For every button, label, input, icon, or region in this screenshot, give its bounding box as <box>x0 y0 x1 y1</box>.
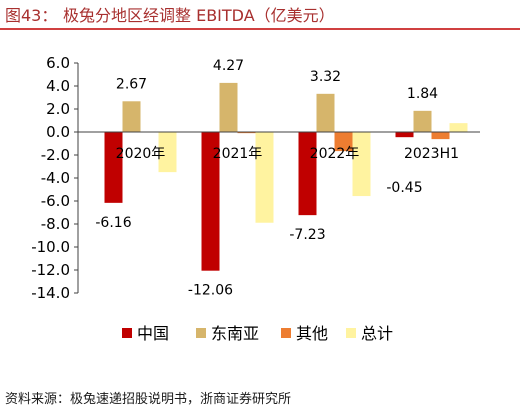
legend-item-total: 总计 <box>346 324 393 343</box>
y-tick-label: -14.0 <box>31 284 70 302</box>
y-tick-label: 4.0 <box>46 77 70 95</box>
data-label-china-4: -0.45 <box>386 180 422 196</box>
bar-china-3 <box>298 132 317 216</box>
bar-southeast-asia-3 <box>316 93 335 132</box>
figure-number: 图43： <box>5 6 57 25</box>
y-tick-label: -8.0 <box>41 215 70 233</box>
y-tick-label: -12.0 <box>31 261 70 279</box>
legend: 中国 东南亚 其他 总计 <box>122 324 393 343</box>
y-tick-label: -2.0 <box>41 146 70 164</box>
x-category-label: 2022年 <box>310 146 360 162</box>
legend-item-other: 其他 <box>281 324 328 343</box>
x-category-label: 2021年 <box>213 146 263 162</box>
data-label-southeast-asia-2: 4.27 <box>213 58 244 74</box>
bar-china-2 <box>201 132 220 271</box>
bar-total-3 <box>352 132 371 197</box>
y-tick-label: -6.0 <box>41 192 70 210</box>
bar-other-2 <box>237 132 256 134</box>
data-label-southeast-asia-3: 3.32 <box>310 69 341 85</box>
legend-item-southeast-asia: 东南亚 <box>196 324 259 343</box>
bar-southeast-asia-2 <box>219 82 238 132</box>
legend-item-china: 中国 <box>122 324 169 343</box>
x-category-label: 2023H1 <box>404 146 459 162</box>
bar-total-1 <box>158 132 177 173</box>
legend-swatch <box>196 328 206 338</box>
legend-label: 其他 <box>296 324 328 343</box>
bar-southeast-asia-4 <box>413 110 432 132</box>
y-tick-label: -10.0 <box>31 238 70 256</box>
data-label-china-2: -12.06 <box>188 283 233 299</box>
legend-label: 东南亚 <box>211 324 259 343</box>
y-tick-label: 0.0 <box>46 123 70 141</box>
x-category-label: 2020年 <box>116 146 166 162</box>
data-label-china-1: -6.16 <box>95 215 131 231</box>
bar-southeast-asia-1 <box>122 101 141 132</box>
bar-china-1 <box>104 132 123 203</box>
legend-swatch <box>122 328 132 338</box>
data-label-southeast-asia-1: 2.67 <box>116 76 147 92</box>
legend-swatch <box>281 328 291 338</box>
y-tick-label: -4.0 <box>41 169 70 187</box>
data-label-china-3: -7.23 <box>289 227 325 243</box>
y-tick-label: 6.0 <box>46 54 70 72</box>
y-tick-label: 2.0 <box>46 100 70 118</box>
bar-total-2 <box>255 132 274 223</box>
legend-swatch <box>346 328 356 338</box>
bar-other-4 <box>431 132 450 140</box>
bar-total-4 <box>449 123 468 132</box>
source-note: 资料来源：极兔速递招股说明书，浙商证券研究所 <box>5 391 291 407</box>
bar-other-3 <box>334 132 353 152</box>
legend-label: 总计 <box>361 324 393 343</box>
bar-china-4 <box>395 132 414 138</box>
legend-label: 中国 <box>137 324 169 343</box>
plot-area: 6.0 4.0 2.0 0.0 -2.0 -4.0 -6.0 -8.0 -10.0 -12.0 -1… <box>31 54 480 302</box>
chart-title: 极兔分地区经调整 EBITDA（亿美元） <box>63 6 335 25</box>
data-label-southeast-asia-4: 1.84 <box>407 86 438 102</box>
